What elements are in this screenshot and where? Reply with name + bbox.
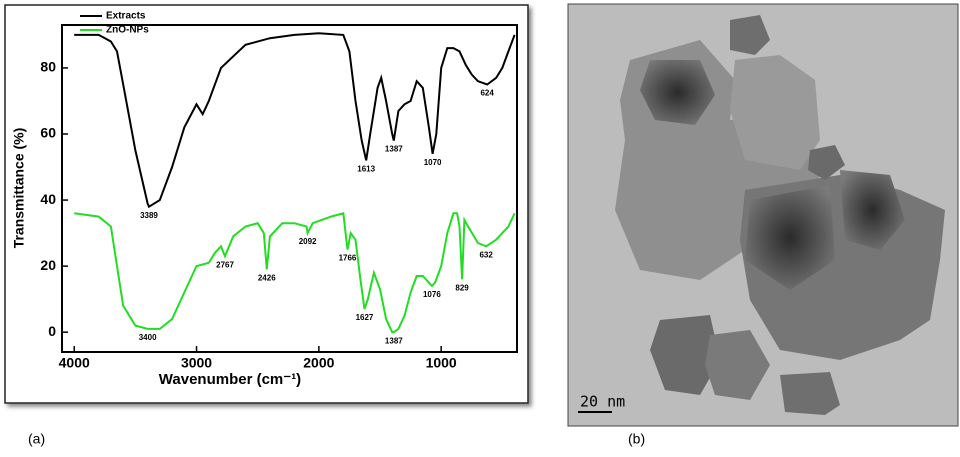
y-axis-label: Transmittance (%) [11, 128, 27, 249]
peak-label: 1076 [423, 290, 441, 299]
x-tick-label: 3000 [181, 355, 212, 371]
y-tick-label: 20 [40, 257, 56, 273]
legend-label: ZnO-NPs [106, 25, 149, 36]
y-tick-label: 80 [40, 59, 56, 75]
particle [730, 15, 770, 55]
peak-label: 1387 [385, 336, 403, 345]
particle [808, 145, 845, 180]
particle [650, 315, 720, 395]
x-axis-label: Wavenumber (cm⁻¹) [159, 371, 301, 388]
peak-label: 632 [479, 250, 493, 259]
x-tick-label: 4000 [59, 355, 90, 371]
particle [705, 330, 770, 400]
peak-label: 2767 [216, 260, 234, 269]
x-tick-label: 2000 [303, 355, 334, 371]
particle [745, 185, 835, 290]
peak-label: 1070 [424, 158, 442, 167]
tem-image: 20 nm [567, 3, 959, 427]
x-tick-label: 1000 [426, 355, 457, 371]
peak-label: 2426 [258, 274, 276, 283]
panel-frame [4, 4, 529, 404]
spectrum-line [74, 212, 516, 334]
y-tick-label: 40 [40, 191, 56, 207]
peak-label: 1387 [385, 145, 403, 154]
peak-label: 1613 [357, 165, 375, 174]
peak-label: 1627 [356, 313, 374, 322]
legend-label: Extracts [106, 11, 146, 22]
peak-label: 3400 [139, 333, 157, 342]
peak-label: 3389 [140, 211, 158, 220]
panel-label: (a) [28, 431, 45, 447]
particle [840, 170, 905, 250]
y-tick-label: 0 [48, 323, 56, 339]
particle [730, 55, 820, 170]
plot-frame [61, 24, 518, 353]
particle [780, 372, 840, 415]
y-tick-label: 60 [40, 125, 56, 141]
particle [640, 60, 715, 125]
peak-label: 624 [480, 89, 494, 98]
peak-label: 2092 [299, 237, 317, 246]
peak-label: 829 [455, 283, 469, 292]
spectrum-line [74, 32, 516, 209]
panel-label: (b) [628, 431, 645, 447]
scale-bar-label: 20 nm [580, 393, 625, 411]
peak-label: 1766 [339, 254, 357, 263]
